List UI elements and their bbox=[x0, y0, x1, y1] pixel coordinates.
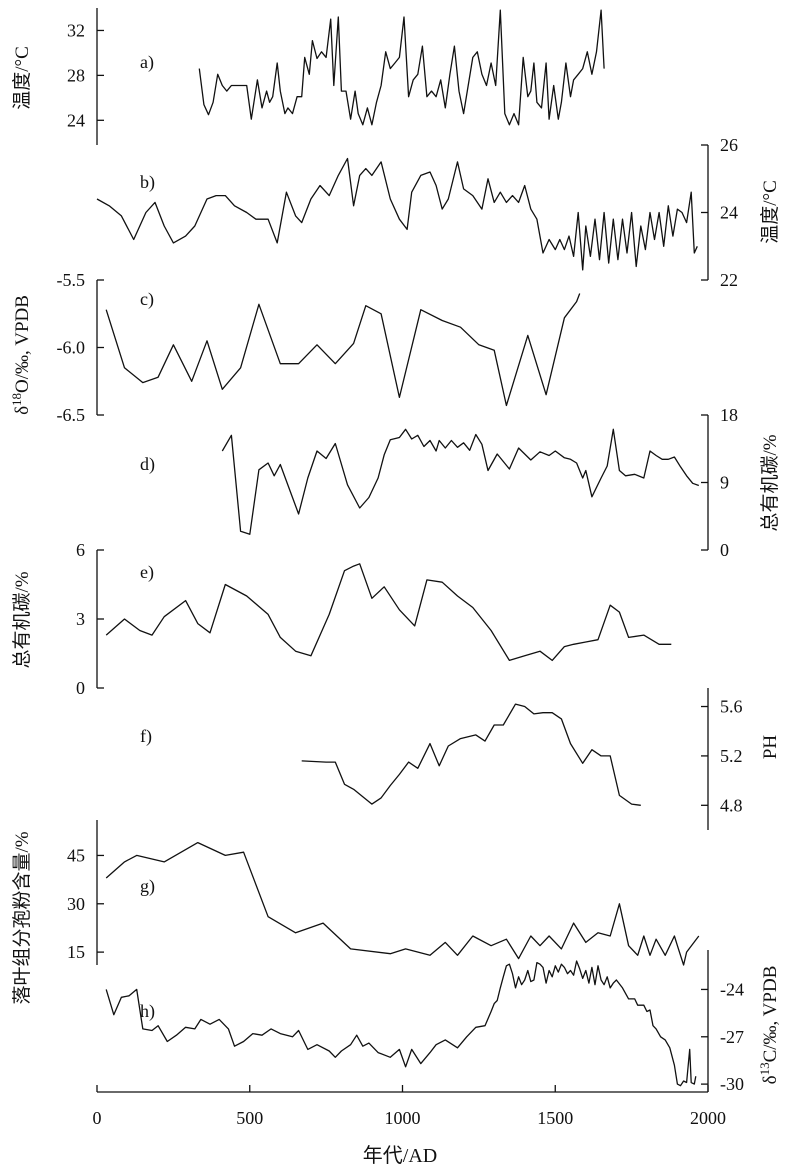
x-tick-label: 1000 bbox=[385, 1108, 421, 1128]
series-line bbox=[96, 157, 698, 271]
panel-h: -24 -27 -30 h) δ13C/‰, VPDB bbox=[105, 950, 781, 1094]
panel-a: 24 28 32 a) 温度/°C bbox=[11, 8, 605, 145]
y-tick-label: 4.8 bbox=[720, 795, 743, 815]
y-tick-label: 0 bbox=[720, 540, 729, 560]
y-axis-label: PH bbox=[760, 735, 781, 760]
y-tick-label: 9 bbox=[720, 473, 729, 493]
x-tick-label: 500 bbox=[236, 1108, 263, 1128]
panel-label: f) bbox=[140, 726, 152, 747]
y-tick-label: 30 bbox=[67, 894, 85, 914]
y-tick-label: 22 bbox=[720, 270, 738, 290]
y-axis-label: δ13C/‰, VPDB bbox=[757, 966, 781, 1085]
series-line bbox=[105, 841, 700, 966]
y-axis-label: 温度/°C bbox=[759, 180, 781, 244]
panel-d: 0 9 18 d) 总有机碳/% bbox=[140, 405, 781, 560]
y-tick-label: -30 bbox=[720, 1074, 744, 1094]
panel-label: g) bbox=[140, 876, 155, 897]
panel-label: e) bbox=[140, 562, 154, 583]
series-line bbox=[105, 960, 697, 1087]
y-tick-label: 28 bbox=[67, 65, 85, 85]
y-tick-label: -6.5 bbox=[57, 405, 86, 425]
panel-label: h) bbox=[140, 1001, 155, 1022]
panel-label: d) bbox=[140, 454, 155, 475]
y-tick-label: 24 bbox=[67, 110, 85, 130]
panel-label: a) bbox=[140, 52, 154, 73]
chart-layer: 24 28 32 a) 温度/°C 22 24 26 b) 温度/°C -6.5 -6.0 -5.5 c)… bbox=[9, 8, 781, 1128]
y-axis-label: δ18O/‰, VPDB bbox=[9, 295, 33, 415]
y-axis-label: 总有机碳/% bbox=[11, 571, 33, 668]
y-tick-label: -6.0 bbox=[57, 338, 86, 358]
x-tick-label: 2000 bbox=[690, 1108, 726, 1128]
y-tick-label: -24 bbox=[720, 979, 744, 999]
x-tick-label: 1500 bbox=[537, 1108, 573, 1128]
panel-f: 4.8 5.2 5.6 f) PH bbox=[140, 688, 781, 830]
y-tick-label: -27 bbox=[720, 1027, 744, 1047]
series-line bbox=[105, 563, 672, 662]
panel-label: c) bbox=[140, 289, 154, 310]
y-tick-label: 6 bbox=[76, 540, 85, 560]
y-tick-label: 32 bbox=[67, 20, 85, 40]
y-axis-label: 总有机碳/% bbox=[759, 434, 781, 531]
y-tick-label: 5.6 bbox=[720, 697, 743, 717]
panel-label: b) bbox=[140, 172, 155, 193]
y-tick-label: 3 bbox=[76, 609, 85, 629]
panel-c: -6.5 -6.0 -5.5 c) δ18O/‰, VPDB bbox=[9, 270, 581, 425]
series-line bbox=[198, 9, 605, 126]
x-axis-label: 年代/AD bbox=[363, 1144, 437, 1167]
series-line bbox=[221, 428, 700, 535]
panel-b: 22 24 26 b) 温度/°C bbox=[96, 135, 781, 290]
panel-g: 15 30 45 g) 落叶组分孢粉含量/% bbox=[11, 820, 700, 1005]
series-line bbox=[105, 293, 581, 407]
y-tick-label: -5.5 bbox=[57, 270, 86, 290]
y-tick-label: 18 bbox=[720, 405, 738, 425]
y-tick-label: 26 bbox=[720, 135, 738, 155]
y-tick-label: 15 bbox=[67, 942, 85, 962]
panel-e: 0 3 6 e) 总有机碳/% bbox=[11, 540, 672, 698]
y-tick-label: 45 bbox=[67, 845, 85, 865]
y-tick-label: 0 bbox=[76, 678, 85, 698]
y-tick-label: 5.2 bbox=[720, 746, 743, 766]
y-axis-label: 温度/°C bbox=[11, 46, 33, 110]
x-tick-label: 0 bbox=[93, 1108, 102, 1128]
y-axis-label: 落叶组分孢粉含量/% bbox=[11, 831, 33, 1004]
y-tick-label: 24 bbox=[720, 203, 738, 223]
series-line bbox=[301, 703, 641, 806]
x-axis: 0 500 1000 1500 2000 bbox=[93, 1085, 726, 1128]
